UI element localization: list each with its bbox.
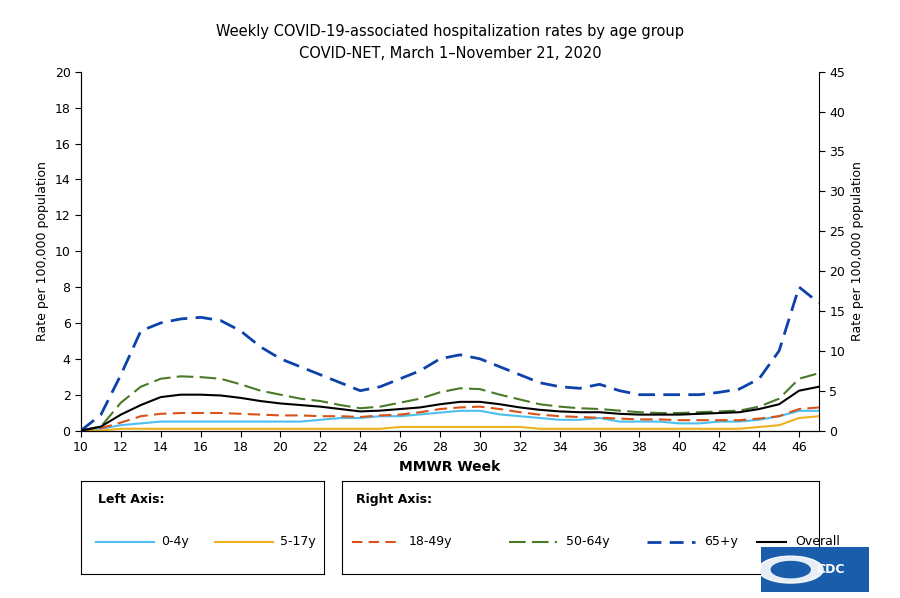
Text: 18-49y: 18-49y <box>409 535 453 548</box>
X-axis label: MMWR Week: MMWR Week <box>400 459 500 474</box>
Y-axis label: Rate per 100,000 population: Rate per 100,000 population <box>36 161 50 341</box>
Text: CDC: CDC <box>816 563 845 576</box>
Text: 0-4y: 0-4y <box>161 535 189 548</box>
Text: 50-64y: 50-64y <box>566 535 610 548</box>
Text: Right Axis:: Right Axis: <box>356 493 432 505</box>
Y-axis label: Rate per 100,000 population: Rate per 100,000 population <box>850 161 864 341</box>
Wedge shape <box>771 562 810 578</box>
Text: 65+y: 65+y <box>705 535 738 548</box>
Text: Overall: Overall <box>796 535 840 548</box>
Title: Weekly COVID-19-associated hospitalization rates by age group
COVID-NET, March 1: Weekly COVID-19-associated hospitalizati… <box>216 24 684 61</box>
Text: Left Axis:: Left Axis: <box>98 493 165 505</box>
Text: 5-17y: 5-17y <box>280 535 316 548</box>
Wedge shape <box>759 556 824 583</box>
